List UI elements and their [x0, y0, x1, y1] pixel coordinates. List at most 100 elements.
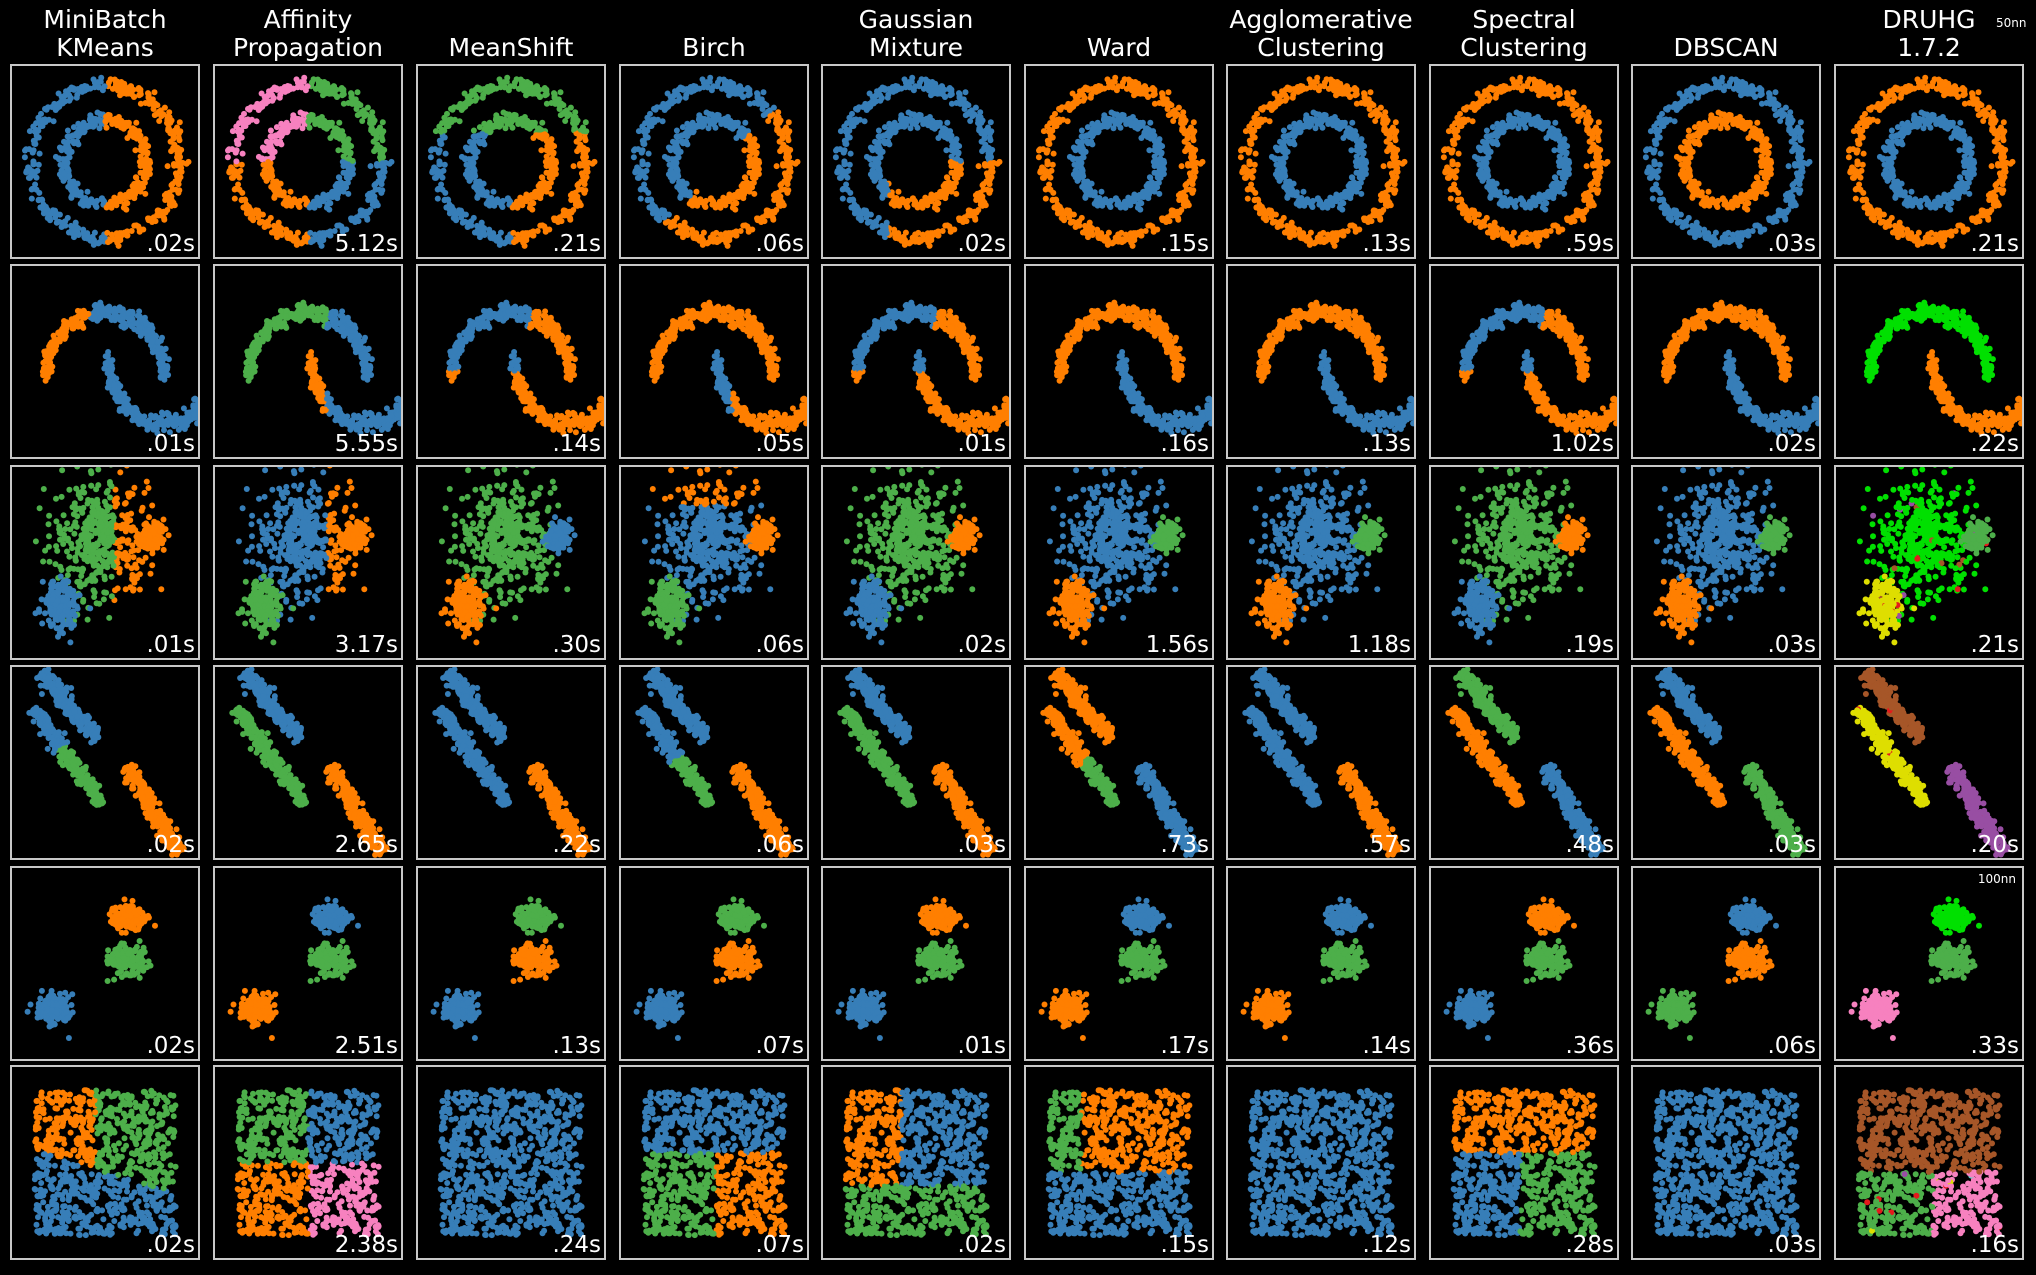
- data-point: [1054, 201, 1061, 208]
- data-point: [232, 149, 239, 156]
- data-point: [710, 83, 717, 90]
- data-point: [244, 207, 251, 214]
- data-point: [914, 204, 921, 211]
- data-point: [45, 104, 51, 111]
- data-point: [298, 116, 305, 123]
- data-point: [343, 184, 350, 191]
- data-point: [1242, 128, 1249, 135]
- data-point: [906, 116, 913, 123]
- data-point: [344, 139, 351, 146]
- data-point: [269, 173, 276, 180]
- data-point: [915, 229, 922, 236]
- data-point: [944, 119, 951, 126]
- data-point: [906, 84, 913, 91]
- data-point: [1155, 139, 1162, 146]
- data-point: [746, 153, 753, 160]
- data-point: [1103, 117, 1109, 124]
- data-point: [1281, 229, 1288, 236]
- data-point: [737, 132, 744, 139]
- data-point: [301, 74, 308, 81]
- data-point: [66, 173, 73, 180]
- data-point: [724, 242, 731, 249]
- column-title: Affinity Propagation: [208, 6, 408, 62]
- data-point: [1321, 239, 1327, 246]
- data-point: [1085, 190, 1092, 197]
- data-point: [912, 235, 919, 241]
- data-point: [523, 191, 530, 198]
- data-point: [640, 140, 647, 147]
- data-point: [135, 85, 142, 91]
- data-point: [151, 112, 158, 119]
- data-point: [785, 160, 792, 167]
- data-point: [1333, 81, 1340, 88]
- data-point: [1052, 110, 1058, 117]
- data-point: [987, 160, 994, 167]
- data-point: [71, 226, 78, 233]
- data-point: [935, 232, 942, 239]
- data-point: [482, 87, 489, 94]
- data-point: [501, 116, 508, 123]
- data-point: [877, 86, 884, 93]
- data-point: [1137, 206, 1144, 213]
- data-point: [447, 207, 454, 214]
- data-point: [529, 206, 536, 213]
- data-point: [531, 121, 538, 128]
- data-point: [107, 76, 114, 83]
- data-point: [496, 241, 503, 248]
- data-point: [962, 89, 969, 96]
- data-point: [1109, 84, 1116, 91]
- data-point: [543, 100, 550, 107]
- data-point: [1185, 202, 1192, 209]
- data-point: [1166, 218, 1173, 225]
- data-point: [58, 100, 65, 107]
- data-point: [767, 113, 774, 120]
- data-point: [840, 149, 847, 156]
- data-point: [1239, 167, 1246, 174]
- data-point: [834, 146, 841, 153]
- data-point: [436, 158, 443, 165]
- data-point: [840, 185, 847, 192]
- data-point: [766, 107, 773, 114]
- data-point: [755, 215, 762, 222]
- data-point: [547, 139, 554, 146]
- data-point: [340, 100, 347, 107]
- data-point: [778, 181, 785, 187]
- data-point: [258, 90, 265, 97]
- data-point: [1088, 91, 1095, 98]
- data-point: [1311, 240, 1318, 247]
- data-point: [895, 233, 902, 240]
- data-point: [1095, 129, 1101, 136]
- data-point: [581, 177, 588, 183]
- data-point: [146, 157, 153, 164]
- data-point: [740, 222, 747, 229]
- data-point: [895, 188, 902, 195]
- data-point: [556, 106, 563, 112]
- data-point: [928, 81, 935, 88]
- data-point: [1362, 215, 1369, 222]
- data-point: [981, 135, 988, 142]
- data-point: [1149, 180, 1156, 187]
- data-point: [320, 196, 327, 203]
- data-point: [72, 219, 79, 226]
- data-point: [169, 181, 176, 187]
- data-point: [543, 169, 550, 176]
- data-point: [1386, 145, 1393, 151]
- data-point: [274, 190, 281, 197]
- data-point: [570, 163, 577, 170]
- data-point: [279, 87, 286, 94]
- data-point: [133, 119, 140, 126]
- data-point: [284, 83, 291, 89]
- data-point: [986, 177, 993, 183]
- data-point: [837, 128, 844, 135]
- data-point: [373, 145, 380, 151]
- data-point: [30, 158, 37, 165]
- data-point: [472, 86, 479, 93]
- data-point: [733, 89, 740, 96]
- data-point: [1076, 159, 1083, 165]
- data-point: [534, 228, 541, 234]
- data-point: [371, 197, 378, 204]
- data-point: [292, 117, 298, 124]
- data-point: [136, 135, 143, 142]
- data-point: [1069, 90, 1076, 97]
- data-point: [745, 228, 752, 235]
